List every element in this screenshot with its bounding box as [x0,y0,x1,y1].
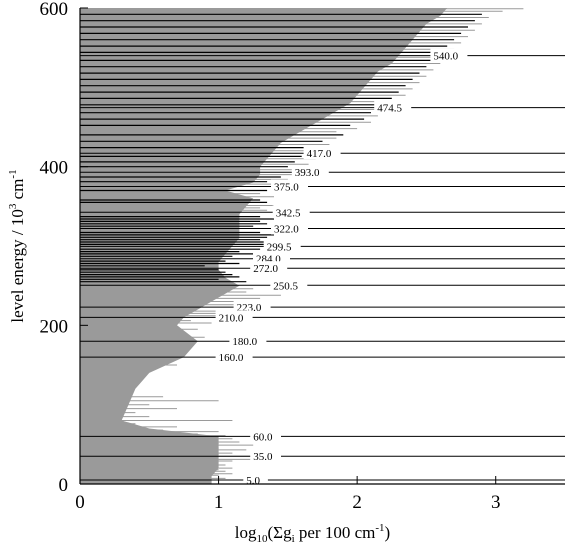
threshold-label-bg [215,350,253,364]
threshold-label: 417.0 [307,148,332,160]
x-tick-label: 2 [352,492,362,513]
threshold-label-bg [291,165,329,179]
threshold-label-bg [263,239,301,253]
threshold-label-bg [250,449,281,463]
x-tick-label: 0 [75,492,85,513]
threshold-label: 393.0 [295,167,320,179]
threshold-label: 342.5 [276,207,301,219]
threshold-label-bg [271,179,308,193]
y-tick-label: 400 [40,158,69,179]
threshold-label-bg [374,100,412,114]
level-density-envelope [80,8,448,484]
threshold-label: 210.0 [219,312,244,324]
threshold-label-bg [215,310,253,324]
threshold-label-bg [243,473,268,486]
threshold-label: 35.0 [253,451,273,463]
threshold-label: 299.5 [267,241,292,253]
threshold-label-bg [272,205,310,219]
threshold-label: 474.5 [377,103,402,115]
x-axis-title: log10(Σgi per 100 cm-1) [235,522,390,545]
threshold-label-bg [303,146,341,160]
threshold-label: 540.0 [433,51,458,63]
threshold-label-bg [250,429,281,443]
threshold-label: 322.0 [274,224,299,236]
y-axis-title: level energy / 103 cm-1 [7,169,27,322]
threshold-label: 375.0 [274,182,299,194]
threshold-label-bg [430,48,468,62]
y-tick-label: 0 [59,475,69,496]
threshold-label-bg [271,221,308,235]
threshold-label-bg [229,334,267,348]
threshold-label: 272.0 [253,263,278,275]
threshold-label-bg [250,261,288,275]
y-tick-label: 200 [40,316,69,337]
threshold-label: 60.0 [253,431,273,443]
y-tick-label: 600 [40,0,69,20]
x-tick-label: 1 [214,492,224,513]
threshold-label-bg [233,300,271,314]
threshold-label: 250.5 [273,280,298,292]
threshold-label: 160.0 [219,352,244,364]
x-tick-label: 3 [491,492,501,513]
threshold-label-bg [270,278,308,292]
threshold-label: 5.0 [246,475,260,487]
threshold-label: 180.0 [232,336,257,348]
